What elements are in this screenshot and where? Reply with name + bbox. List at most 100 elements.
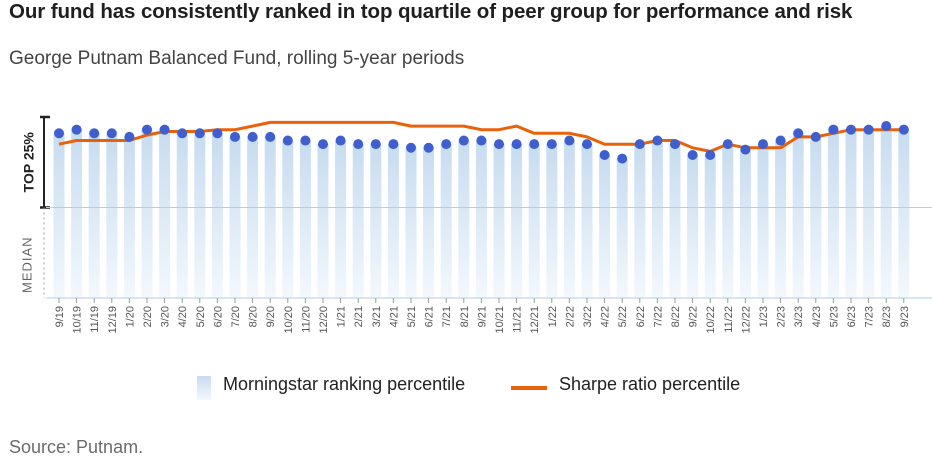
ranking-bar xyxy=(863,129,875,298)
ranking-dot xyxy=(494,139,504,150)
ranking-dot xyxy=(652,135,663,146)
ranking-bar xyxy=(71,129,83,298)
legend-swatch-sharpe xyxy=(511,386,547,390)
ranking-dot xyxy=(89,128,100,139)
x-tick-label: 8/20 xyxy=(248,306,260,327)
x-tick-label: 7/20 xyxy=(230,306,242,327)
ranking-dot xyxy=(194,128,205,139)
ranking-bar xyxy=(722,144,734,298)
ranking-bar xyxy=(387,144,399,298)
ranking-dot xyxy=(265,131,276,142)
x-tick-label: 12/20 xyxy=(318,306,330,334)
ranking-bar xyxy=(704,155,716,298)
ranking-bar xyxy=(599,155,611,298)
x-tick-label: 8/21 xyxy=(459,306,471,327)
ranking-dot xyxy=(247,131,258,142)
ranking-bar xyxy=(651,140,663,298)
ranking-dot xyxy=(335,135,346,146)
ranking-bar xyxy=(669,144,681,298)
ranking-bar xyxy=(370,144,382,298)
x-tick-label: 5/23 xyxy=(828,306,840,327)
ranking-bar xyxy=(317,144,329,298)
ranking-dot xyxy=(318,139,328,150)
ranking-dot xyxy=(828,124,839,135)
ranking-bar xyxy=(792,133,804,298)
ranking-dot xyxy=(142,124,152,135)
x-tick-label: 5/20 xyxy=(195,306,207,327)
x-tick-label: 4/20 xyxy=(177,306,189,327)
x-tick-label: 10/22 xyxy=(705,306,717,334)
ranking-bar xyxy=(634,144,646,298)
ranking-bar xyxy=(845,129,857,298)
x-tick-label: 10/21 xyxy=(494,306,506,334)
ranking-dot xyxy=(529,139,540,150)
ranking-dot xyxy=(177,128,188,139)
ranking-bar xyxy=(528,144,540,298)
x-tick-label: 7/23 xyxy=(864,306,876,327)
x-tick-label: 12/22 xyxy=(740,306,752,334)
ranking-dot xyxy=(406,142,416,153)
ranking-bar xyxy=(880,126,892,298)
x-tick-label: 1/23 xyxy=(758,306,770,327)
ranking-dot xyxy=(230,131,240,142)
ranking-dot xyxy=(476,135,487,146)
ranking-bar xyxy=(211,133,223,298)
x-tick-label: 6/23 xyxy=(846,306,858,327)
x-tick-label: 2/22 xyxy=(564,306,576,327)
ranking-dot xyxy=(564,135,575,146)
ranking-dot xyxy=(511,139,522,150)
ranking-dot xyxy=(441,139,452,150)
ranking-bar xyxy=(423,147,435,298)
x-tick-label: 12/19 xyxy=(107,306,119,334)
ranking-dot xyxy=(670,139,680,150)
x-tick-label: 8/22 xyxy=(670,306,682,327)
ranking-dot xyxy=(54,128,64,139)
legend-label-sharpe: Sharpe ratio percentile xyxy=(559,374,741,394)
x-tick-label: 6/22 xyxy=(635,306,647,327)
ranking-dot xyxy=(599,150,610,161)
ranking-bar xyxy=(511,144,523,298)
ranking-dot xyxy=(212,128,223,139)
x-tick-label: 9/20 xyxy=(265,306,277,327)
ranking-bar xyxy=(440,144,452,298)
ranking-bar xyxy=(282,140,294,298)
ranking-dot xyxy=(388,139,399,150)
y-axis-label-bottom: MEDIAN xyxy=(19,236,34,293)
x-tick-label: 8/23 xyxy=(881,306,893,327)
x-tick-label: 5/21 xyxy=(406,306,418,327)
x-tick-label: 9/22 xyxy=(688,306,700,327)
ranking-dot xyxy=(740,144,751,155)
ranking-dot xyxy=(159,124,170,135)
x-tick-label: 7/22 xyxy=(652,306,664,327)
x-tick-label: 2/23 xyxy=(776,306,788,327)
ranking-bar xyxy=(458,140,470,298)
ranking-bar xyxy=(141,129,153,298)
ranking-dot xyxy=(617,153,628,164)
ranking-bar xyxy=(159,129,171,298)
x-tick-label: 11/19 xyxy=(89,306,101,333)
ranking-dot xyxy=(705,150,716,161)
x-tick-label: 2/21 xyxy=(353,306,365,327)
x-tick-label: 11/20 xyxy=(300,306,312,333)
x-tick-label: 1/21 xyxy=(336,306,348,327)
x-tick-label: 9/21 xyxy=(476,306,488,327)
chart-subtitle: George Putnam Balanced Fund, rolling 5-y… xyxy=(9,48,465,69)
x-tick-label: 9/19 xyxy=(54,306,66,327)
ranking-bar xyxy=(616,158,628,298)
ranking-bar xyxy=(194,133,206,298)
ranking-bar xyxy=(352,144,364,298)
x-tick-label: 6/20 xyxy=(212,306,224,327)
ranking-bar xyxy=(687,155,699,298)
x-tick-label: 10/20 xyxy=(283,306,295,334)
ranking-bar xyxy=(827,129,839,298)
ranking-dot xyxy=(687,150,698,161)
ranking-dot xyxy=(353,139,364,150)
ranking-dot xyxy=(810,131,821,142)
x-tick-label: 3/20 xyxy=(160,306,172,327)
x-tick-label: 7/21 xyxy=(441,306,453,327)
ranking-bar xyxy=(247,136,259,298)
ranking-bar xyxy=(810,136,822,298)
legend-swatch-ranking xyxy=(197,376,211,400)
ranking-dot xyxy=(71,124,82,135)
